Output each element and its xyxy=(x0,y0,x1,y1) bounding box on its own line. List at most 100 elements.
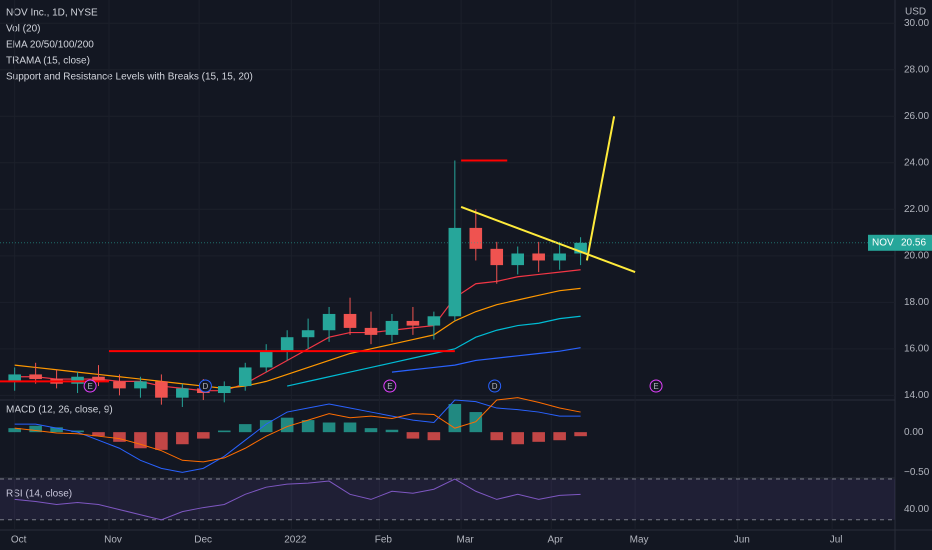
candle-body xyxy=(343,313,357,328)
candle-body xyxy=(385,320,399,335)
chart-title: NOV Inc., 1D, NYSE xyxy=(6,8,98,19)
ema-line xyxy=(14,269,581,392)
macd-line xyxy=(14,397,581,463)
macd-bar xyxy=(8,428,21,433)
macd-bar xyxy=(574,432,587,437)
macd-bar xyxy=(280,417,294,433)
macd-bar xyxy=(427,432,441,441)
candle-body xyxy=(71,376,84,384)
candle-body xyxy=(280,337,294,352)
event-label: D xyxy=(492,382,498,391)
candle-body xyxy=(29,374,42,380)
y-tick-label: 14.00 xyxy=(904,390,929,401)
candle-body xyxy=(553,253,566,261)
ema-line xyxy=(391,347,581,373)
macd-bar xyxy=(385,429,399,433)
y-tick-label: 20.00 xyxy=(904,250,929,261)
event-marker xyxy=(488,379,502,393)
macd-bar xyxy=(92,432,105,437)
rsi-title: RSI (14, close) xyxy=(6,489,72,500)
candle-body xyxy=(134,381,147,389)
rsi-line xyxy=(14,478,581,521)
y-tick-label: 24.00 xyxy=(904,157,929,168)
candle-body xyxy=(574,242,587,254)
candle-body xyxy=(8,374,21,382)
x-tick-label: Nov xyxy=(104,535,122,546)
event-marker xyxy=(383,379,397,393)
indicator-label: Vol (20) xyxy=(6,24,40,35)
macd-bar xyxy=(322,422,336,433)
macd-bar xyxy=(301,420,315,433)
price-tag xyxy=(895,234,932,251)
macd-line xyxy=(14,399,581,473)
drawing-line xyxy=(460,206,636,274)
event-label: E xyxy=(653,382,658,391)
candle-body xyxy=(217,386,231,394)
rsi-band xyxy=(0,479,895,520)
macd-tick-label: 0.00 xyxy=(904,427,924,438)
y-tick-label: 26.00 xyxy=(904,111,929,122)
macd-bar xyxy=(259,420,273,433)
macd-bar xyxy=(238,424,252,433)
candle-body xyxy=(406,320,420,326)
x-tick-label: Jun xyxy=(734,535,750,546)
y-tick-label: 30.00 xyxy=(904,18,929,29)
event-marker xyxy=(198,379,212,393)
macd-bar xyxy=(343,422,357,433)
currency: USD xyxy=(905,7,926,18)
candle-body xyxy=(155,381,168,398)
y-tick-label: 18.00 xyxy=(904,297,929,308)
macd-bar xyxy=(29,425,42,433)
ema-line xyxy=(287,315,581,387)
macd-bar xyxy=(532,432,545,442)
macd-bar xyxy=(490,432,504,441)
macd-bar xyxy=(71,430,84,433)
macd-bar xyxy=(134,432,147,449)
indicator-label: TRAMA (15, close) xyxy=(6,56,90,67)
macd-bar xyxy=(448,404,462,433)
x-tick-label: Apr xyxy=(547,535,563,546)
macd-bar xyxy=(217,430,231,433)
x-tick-label: Jul xyxy=(830,535,843,546)
rsi-tick-label: 40.00 xyxy=(904,504,929,515)
candle-body xyxy=(469,227,483,249)
macd-bar xyxy=(406,432,420,439)
y-tick-label: 22.00 xyxy=(904,204,929,215)
macd-bar xyxy=(113,432,126,442)
x-tick-label: Feb xyxy=(375,535,393,546)
candle-body xyxy=(92,376,105,382)
macd-bar xyxy=(50,427,63,433)
candle-body xyxy=(427,316,441,326)
macd-bar xyxy=(553,432,566,441)
candle-body xyxy=(532,253,545,261)
candle-body xyxy=(322,313,336,331)
x-tick-label: 2022 xyxy=(284,535,307,546)
macd-tick-label: −0.50 xyxy=(904,467,930,478)
event-label: E xyxy=(387,382,392,391)
symbol-label: NOV xyxy=(872,237,894,248)
candle-body xyxy=(364,327,378,335)
indicator-label: EMA 20/50/100/200 xyxy=(6,40,94,51)
indicator-label: Support and Resistance Levels with Break… xyxy=(6,72,253,83)
x-tick-label: May xyxy=(630,535,649,546)
ema-line xyxy=(14,287,581,389)
x-tick-label: Dec xyxy=(194,535,212,546)
event-label: E xyxy=(87,382,92,391)
candle-body xyxy=(113,381,126,389)
candle-body xyxy=(176,388,189,398)
candle-body xyxy=(448,227,462,317)
event-marker xyxy=(649,379,663,393)
macd-title: MACD (12, 26, close, 9) xyxy=(6,405,113,416)
candle-body xyxy=(301,330,315,338)
drawing-line xyxy=(585,116,616,261)
macd-bar xyxy=(176,432,189,445)
macd-bar xyxy=(511,432,525,445)
candle-body xyxy=(259,351,273,368)
x-tick-label: Mar xyxy=(457,535,475,546)
macd-bar xyxy=(197,432,210,439)
candle-body xyxy=(238,367,252,387)
y-tick-label: 16.00 xyxy=(904,343,929,354)
candle-body xyxy=(511,253,525,266)
event-marker xyxy=(83,379,97,393)
